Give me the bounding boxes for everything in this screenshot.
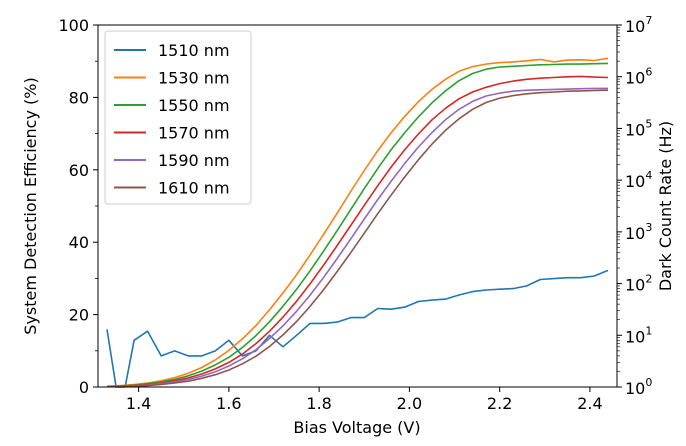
y-tick-label: 0: [79, 378, 89, 397]
y2-tick-base: 10: [625, 172, 645, 191]
y2-tick-exponent: 4: [645, 169, 652, 182]
y2-tick-base: 10: [625, 120, 645, 139]
y2-tick-exponent: 1: [645, 324, 652, 337]
series-line-2: [106, 62, 609, 388]
y-axis-left: 0 20 40 60 80 100: [58, 16, 98, 397]
legend-label-3: 1570 nm: [158, 124, 230, 143]
series-line-3: [106, 75, 609, 388]
x-tick-label: 2.2: [487, 394, 512, 413]
legend-label-0: 1510 nm: [158, 41, 230, 60]
x-tick-label: 1.6: [216, 394, 241, 413]
y-tick-label: 40: [69, 233, 89, 252]
y2-tick-label: 104: [625, 169, 652, 191]
y-axis-title: System Detection Efficiency (%): [21, 77, 40, 334]
y2-tick-label: 101: [625, 324, 652, 346]
y-tick-label: 80: [69, 88, 89, 107]
y2-tick-base: 10: [625, 69, 645, 88]
x-tick-label: 1.4: [126, 394, 151, 413]
x-tick-label: 2.0: [397, 394, 422, 413]
y2-tick-base: 10: [625, 327, 645, 346]
series-line-4: [106, 87, 608, 388]
y2-tick-label: 105: [625, 117, 652, 139]
y2-tick-base: 10: [625, 379, 645, 398]
y2-axis-title: Dark Count Rate (Hz): [656, 121, 675, 291]
y-tick-label: 100: [58, 16, 89, 35]
y2-tick-exponent: 6: [645, 66, 652, 79]
x-axis-title: Bias Voltage (V): [293, 418, 420, 437]
x-axis: 1.4 1.6 1.8 2.0 2.2 2.4: [126, 387, 603, 413]
y2-tick-exponent: 5: [645, 117, 652, 130]
y2-tick-label: 100: [625, 376, 652, 398]
y2-tick-exponent: 2: [645, 273, 652, 286]
y2-tick-label: 103: [625, 221, 652, 243]
y2-tick-base: 10: [625, 224, 645, 243]
y-tick-label: 60: [69, 161, 89, 180]
y2-tick-label: 102: [625, 273, 652, 295]
y2-tick-exponent: 7: [645, 14, 652, 27]
legend-label-2: 1550 nm: [158, 96, 230, 115]
legend-label-5: 1610 nm: [158, 179, 230, 198]
legend-label-1: 1530 nm: [158, 69, 230, 88]
y-tick-label: 20: [69, 306, 89, 325]
y2-tick-base: 10: [625, 276, 645, 295]
y2-tick-label: 107: [625, 14, 652, 36]
y2-tick-label: 106: [625, 66, 652, 88]
series-line-5: [107, 89, 609, 388]
y2-tick-exponent: 3: [645, 221, 652, 234]
legend: 1510 nm 1530 nm 1550 nm 1570 nm 1590 nm 1610 …: [104, 30, 252, 205]
series-line-1: [106, 57, 609, 388]
series-layer: [106, 57, 609, 388]
series-line-0: [106, 269, 609, 388]
x-tick-label: 2.4: [577, 394, 602, 413]
x-tick-label: 1.8: [306, 394, 331, 413]
legend-label-4: 1590 nm: [158, 151, 230, 170]
y2-tick-exponent: 0: [645, 376, 652, 389]
y2-tick-base: 10: [625, 17, 645, 36]
